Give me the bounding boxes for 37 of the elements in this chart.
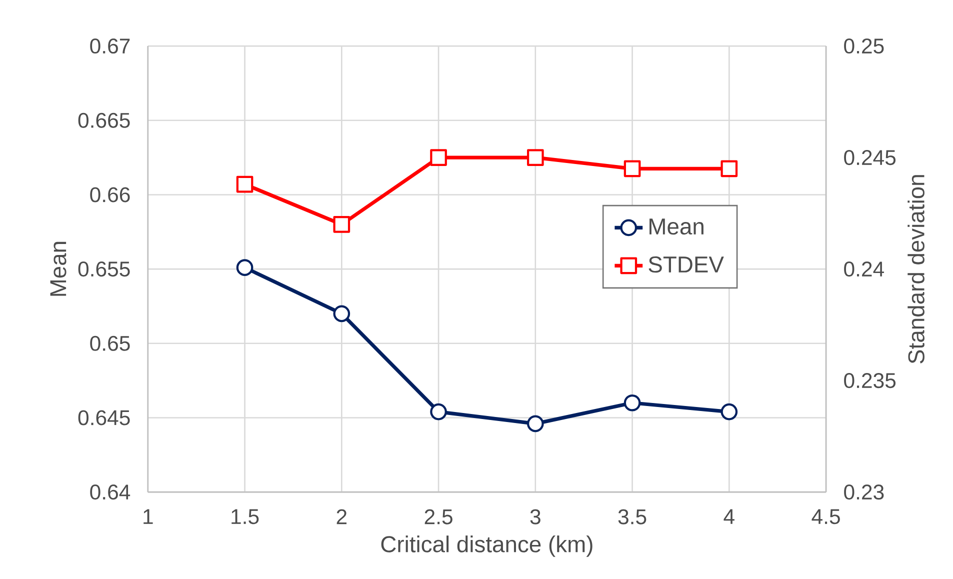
y2-tick-label: 0.24: [844, 262, 884, 277]
point: [526, 415, 544, 432]
x-tick-label: 2.5: [424, 509, 452, 524]
x-tick-label: 1: [144, 509, 153, 524]
y2-axis-title: Standard deviation: [908, 175, 924, 364]
point: [624, 160, 641, 178]
x-tick-label: 4.5: [812, 509, 840, 524]
y-tick-label: 0.66: [90, 187, 130, 202]
x-tick-label: 4: [724, 509, 734, 524]
x-tick-label: 3: [530, 509, 540, 524]
point: [526, 149, 544, 166]
x-tick-label: 3.5: [618, 509, 646, 524]
y-axis-title: Mean: [50, 242, 66, 296]
y2-tick-label: 0.25: [844, 38, 884, 54]
y-tick-label: 0.67: [90, 38, 130, 54]
x-tick-label: 2: [336, 509, 346, 524]
y2-tick-label: 0.235: [844, 373, 896, 388]
point: [333, 216, 350, 233]
x-tick-label: 1.5: [232, 509, 259, 524]
point: [430, 149, 447, 166]
y2-tick-label: 0.245: [844, 150, 896, 166]
point: [236, 176, 254, 193]
y2-tick-label: 0.23: [844, 484, 884, 500]
point: [333, 305, 350, 322]
y-tick-label: 0.65: [90, 336, 130, 351]
y-tick-label: 0.64: [90, 484, 130, 500]
y-tick-label: 0.665: [78, 112, 130, 128]
legend-label: STDEV: [648, 256, 724, 273]
y-tick-label: 0.645: [78, 410, 130, 426]
point: [720, 160, 738, 178]
x-axis-title: Critical distance (km): [381, 536, 592, 557]
point: [720, 403, 738, 420]
point: [236, 259, 254, 276]
y-tick-label: 0.655: [78, 262, 130, 277]
point: [430, 403, 447, 420]
point: [624, 394, 641, 412]
legend-label: Mean: [650, 218, 704, 235]
